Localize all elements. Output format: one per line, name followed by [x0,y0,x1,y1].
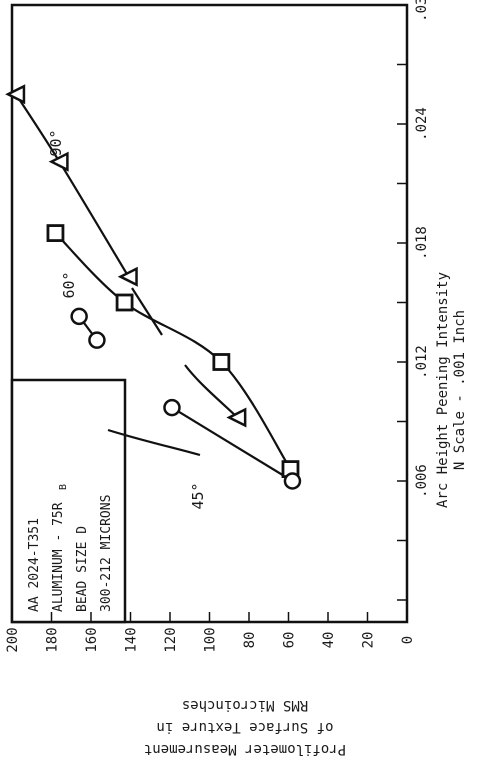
y-tick-label: 200 [5,627,21,652]
triangle-marker [117,266,138,287]
legend-line: AA 2024-T351 [27,518,42,612]
y-axis-title: Profilometer Measurement [144,741,346,757]
y-tick-label: 40 [321,632,337,649]
x-tick-label: .024 [414,107,430,141]
x-axis-title: N Scale - .001 Inch [452,310,468,470]
legend-line: BEAD SIZE D [75,526,90,612]
triangle-marker [226,407,247,428]
leader-line [131,287,163,336]
legend-line: ALUMINUM - 75R [51,502,66,612]
circle-marker [70,307,88,326]
legend-line: 300-212 MICRONS [99,495,114,612]
legend-box [10,378,127,624]
series-label: 90° [47,129,65,156]
series-label: 60° [60,271,78,298]
y-tick-label: 0 [400,636,416,644]
y-tick-label: 140 [124,627,140,652]
y-tick-label: 160 [84,627,100,652]
chart-marks [5,4,408,622]
square-marker [115,293,134,312]
x-tick-label: .030 [414,0,430,22]
series-label: 45° [189,482,207,509]
x-tick-label: .018 [414,226,430,260]
y-tick-label: 80 [242,632,258,649]
triangle-marker [5,84,26,105]
y-tick-label: 180 [45,627,61,652]
legend-subscript: B [58,484,69,490]
y-tick-label: 60 [282,632,298,649]
y-axis-title: RMS Microinches [182,697,308,713]
leader-line [107,428,201,457]
series-curve [54,232,292,470]
square-marker [212,353,231,371]
y-tick-label: 100 [203,627,219,652]
y-axis-title: of Surface Texture in [156,719,333,735]
triangle-marker [48,151,69,172]
circle-marker [163,398,181,417]
square-marker [46,224,65,242]
x-axis-title: Arc Height Peening Intensity [435,272,451,508]
y-tick-label: 20 [361,632,377,649]
circle-marker [88,331,106,349]
circle-marker [283,472,302,490]
x-tick-label: .012 [414,345,430,379]
chart-labels: .006 .012 .018 .024 .030 0 20 40 60 80 100 120 140 16… [5,0,468,757]
x-tick-label: .006 [414,464,430,498]
y-tick-label: 120 [163,627,179,652]
